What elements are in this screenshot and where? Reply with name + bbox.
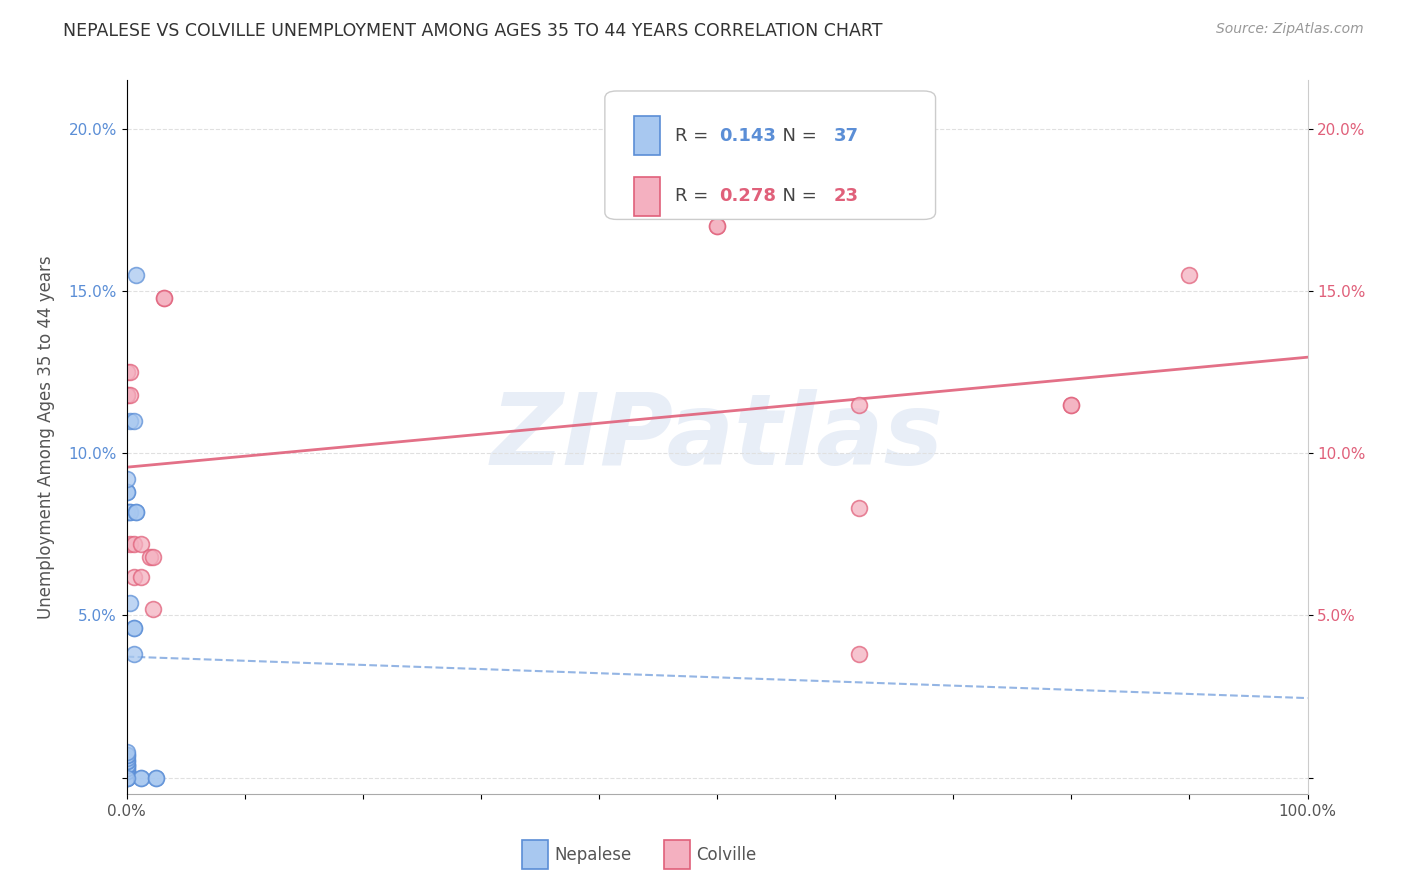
- FancyBboxPatch shape: [634, 116, 661, 155]
- Point: [115, 388, 138, 402]
- Point: [706, 219, 728, 234]
- Point: [120, 365, 142, 379]
- Point: [153, 291, 176, 305]
- Point: [115, 365, 138, 379]
- Point: [1060, 398, 1083, 412]
- Point: [120, 388, 142, 402]
- Point: [115, 761, 138, 775]
- Point: [141, 602, 163, 616]
- Point: [115, 764, 138, 779]
- Point: [120, 537, 142, 551]
- FancyBboxPatch shape: [605, 91, 935, 219]
- Point: [125, 268, 148, 282]
- Point: [120, 595, 142, 609]
- Point: [122, 414, 145, 428]
- Text: 23: 23: [834, 187, 859, 205]
- Text: NEPALESE VS COLVILLE UNEMPLOYMENT AMONG AGES 35 TO 44 YEARS CORRELATION CHART: NEPALESE VS COLVILLE UNEMPLOYMENT AMONG …: [63, 22, 883, 40]
- Point: [122, 622, 145, 636]
- Point: [139, 550, 162, 565]
- Point: [115, 505, 138, 519]
- Point: [122, 537, 145, 551]
- Point: [122, 648, 145, 662]
- Text: 0.278: 0.278: [720, 187, 776, 205]
- Text: N =: N =: [772, 187, 823, 205]
- Point: [115, 761, 138, 775]
- Point: [115, 388, 138, 402]
- Text: Source: ZipAtlas.com: Source: ZipAtlas.com: [1216, 22, 1364, 37]
- Text: R =: R =: [675, 187, 713, 205]
- Point: [120, 505, 142, 519]
- Point: [848, 398, 870, 412]
- Point: [145, 771, 167, 785]
- Point: [129, 771, 152, 785]
- Text: ZIPatlas: ZIPatlas: [491, 389, 943, 485]
- Point: [129, 569, 152, 583]
- Point: [115, 771, 138, 785]
- Text: N =: N =: [772, 127, 823, 145]
- Point: [115, 771, 138, 785]
- FancyBboxPatch shape: [634, 177, 661, 216]
- Point: [129, 771, 152, 785]
- Point: [115, 764, 138, 779]
- Point: [125, 505, 148, 519]
- Point: [115, 472, 138, 486]
- Point: [115, 745, 138, 759]
- Point: [1178, 268, 1201, 282]
- Point: [115, 771, 138, 785]
- Point: [115, 747, 138, 762]
- FancyBboxPatch shape: [664, 840, 690, 869]
- Point: [848, 501, 870, 516]
- Point: [115, 751, 138, 765]
- Point: [120, 414, 142, 428]
- Y-axis label: Unemployment Among Ages 35 to 44 years: Unemployment Among Ages 35 to 44 years: [37, 255, 55, 619]
- Point: [153, 291, 176, 305]
- Text: 37: 37: [834, 127, 859, 145]
- Text: R =: R =: [675, 127, 713, 145]
- Point: [115, 485, 138, 500]
- Point: [115, 771, 138, 785]
- Point: [115, 757, 138, 772]
- Point: [122, 622, 145, 636]
- Point: [115, 757, 138, 772]
- Point: [848, 648, 870, 662]
- Text: Nepalese: Nepalese: [554, 846, 631, 863]
- Text: Colville: Colville: [696, 846, 756, 863]
- Point: [145, 771, 167, 785]
- Point: [125, 505, 148, 519]
- Point: [115, 485, 138, 500]
- Point: [115, 755, 138, 769]
- Point: [115, 755, 138, 769]
- Text: 0.143: 0.143: [720, 127, 776, 145]
- Point: [141, 550, 163, 565]
- FancyBboxPatch shape: [522, 840, 548, 869]
- Point: [120, 505, 142, 519]
- Point: [706, 219, 728, 234]
- Point: [115, 757, 138, 772]
- Point: [122, 569, 145, 583]
- Point: [115, 747, 138, 762]
- Point: [1060, 398, 1083, 412]
- Point: [129, 537, 152, 551]
- Point: [115, 505, 138, 519]
